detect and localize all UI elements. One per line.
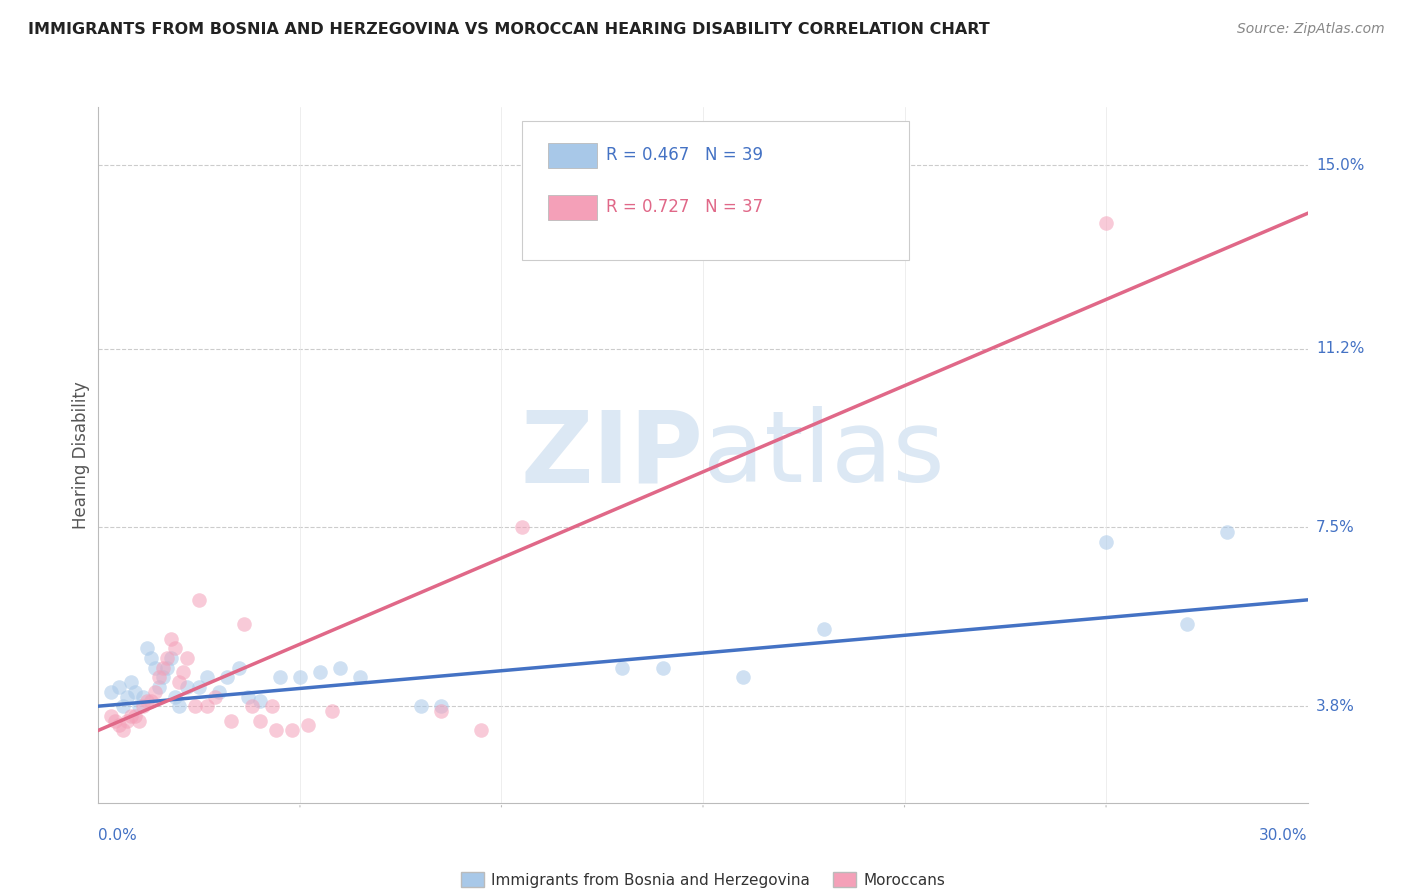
Y-axis label: Hearing Disability: Hearing Disability xyxy=(72,381,90,529)
Point xyxy=(135,694,157,708)
Point xyxy=(120,708,142,723)
Point xyxy=(309,665,332,680)
Point xyxy=(240,699,263,714)
Point xyxy=(321,704,343,718)
Point xyxy=(167,699,190,714)
FancyBboxPatch shape xyxy=(548,143,596,168)
Point xyxy=(176,651,198,665)
Point xyxy=(111,699,134,714)
Point xyxy=(139,694,162,708)
Point xyxy=(430,699,453,714)
Text: Source: ZipAtlas.com: Source: ZipAtlas.com xyxy=(1237,22,1385,37)
Point xyxy=(651,660,673,674)
Point xyxy=(107,718,129,732)
Point xyxy=(124,708,146,723)
Point xyxy=(148,670,170,684)
Point xyxy=(156,660,179,674)
Text: atlas: atlas xyxy=(703,407,945,503)
Point xyxy=(148,680,170,694)
Text: 0.0%: 0.0% xyxy=(98,828,138,843)
Text: 30.0%: 30.0% xyxy=(1260,828,1308,843)
Point xyxy=(176,680,198,694)
Legend: Immigrants from Bosnia and Herzegovina, Moroccans: Immigrants from Bosnia and Herzegovina, … xyxy=(454,866,952,892)
Text: R = 0.467   N = 39: R = 0.467 N = 39 xyxy=(606,146,763,164)
Point xyxy=(249,694,271,708)
Point xyxy=(612,660,634,674)
Text: R = 0.727   N = 37: R = 0.727 N = 37 xyxy=(606,198,763,216)
Point xyxy=(733,670,755,684)
Point xyxy=(172,665,194,680)
Point xyxy=(128,699,150,714)
Point xyxy=(156,651,179,665)
Point xyxy=(228,660,250,674)
Point xyxy=(188,592,211,607)
Point xyxy=(103,714,125,728)
Point xyxy=(813,622,835,636)
Point xyxy=(1095,216,1118,230)
Point xyxy=(470,723,492,738)
Text: 11.2%: 11.2% xyxy=(1316,341,1364,356)
Point xyxy=(115,714,138,728)
Point xyxy=(221,714,243,728)
Point xyxy=(297,718,319,732)
Point xyxy=(288,670,311,684)
Point xyxy=(160,632,183,646)
Point xyxy=(160,651,183,665)
Point xyxy=(100,684,122,698)
Point xyxy=(128,714,150,728)
Point xyxy=(135,641,157,656)
Point xyxy=(143,684,166,698)
Point xyxy=(1175,617,1198,632)
Text: 15.0%: 15.0% xyxy=(1316,158,1364,172)
Text: IMMIGRANTS FROM BOSNIA AND HERZEGOVINA VS MOROCCAN HEARING DISABILITY CORRELATIO: IMMIGRANTS FROM BOSNIA AND HERZEGOVINA V… xyxy=(28,22,990,37)
Text: 7.5%: 7.5% xyxy=(1316,520,1354,535)
Point xyxy=(132,699,155,714)
FancyBboxPatch shape xyxy=(548,194,596,219)
Point xyxy=(139,651,162,665)
Point xyxy=(195,699,218,714)
Point xyxy=(167,675,190,690)
Point xyxy=(124,684,146,698)
Point xyxy=(204,690,226,704)
Point xyxy=(260,699,283,714)
Point xyxy=(111,723,134,738)
Point xyxy=(269,670,291,684)
Point xyxy=(163,690,186,704)
Point xyxy=(208,684,231,698)
Point xyxy=(236,690,259,704)
Point xyxy=(107,680,129,694)
Point xyxy=(100,708,122,723)
FancyBboxPatch shape xyxy=(522,121,908,260)
Point xyxy=(132,690,155,704)
Point xyxy=(195,670,218,684)
Point xyxy=(184,699,207,714)
Point xyxy=(232,617,254,632)
Point xyxy=(329,660,352,674)
Point xyxy=(120,675,142,690)
Point xyxy=(1216,525,1239,540)
Text: 3.8%: 3.8% xyxy=(1316,698,1355,714)
Point xyxy=(409,699,432,714)
Point xyxy=(430,704,453,718)
Point xyxy=(349,670,371,684)
Point xyxy=(249,714,271,728)
Point xyxy=(152,670,174,684)
Text: ZIP: ZIP xyxy=(520,407,703,503)
Point xyxy=(115,690,138,704)
Point xyxy=(281,723,304,738)
Point xyxy=(1095,535,1118,549)
Point xyxy=(510,520,533,534)
Point xyxy=(152,660,174,674)
Point xyxy=(217,670,239,684)
Point xyxy=(143,660,166,674)
Point xyxy=(188,680,211,694)
Point xyxy=(264,723,287,738)
Point xyxy=(163,641,186,656)
